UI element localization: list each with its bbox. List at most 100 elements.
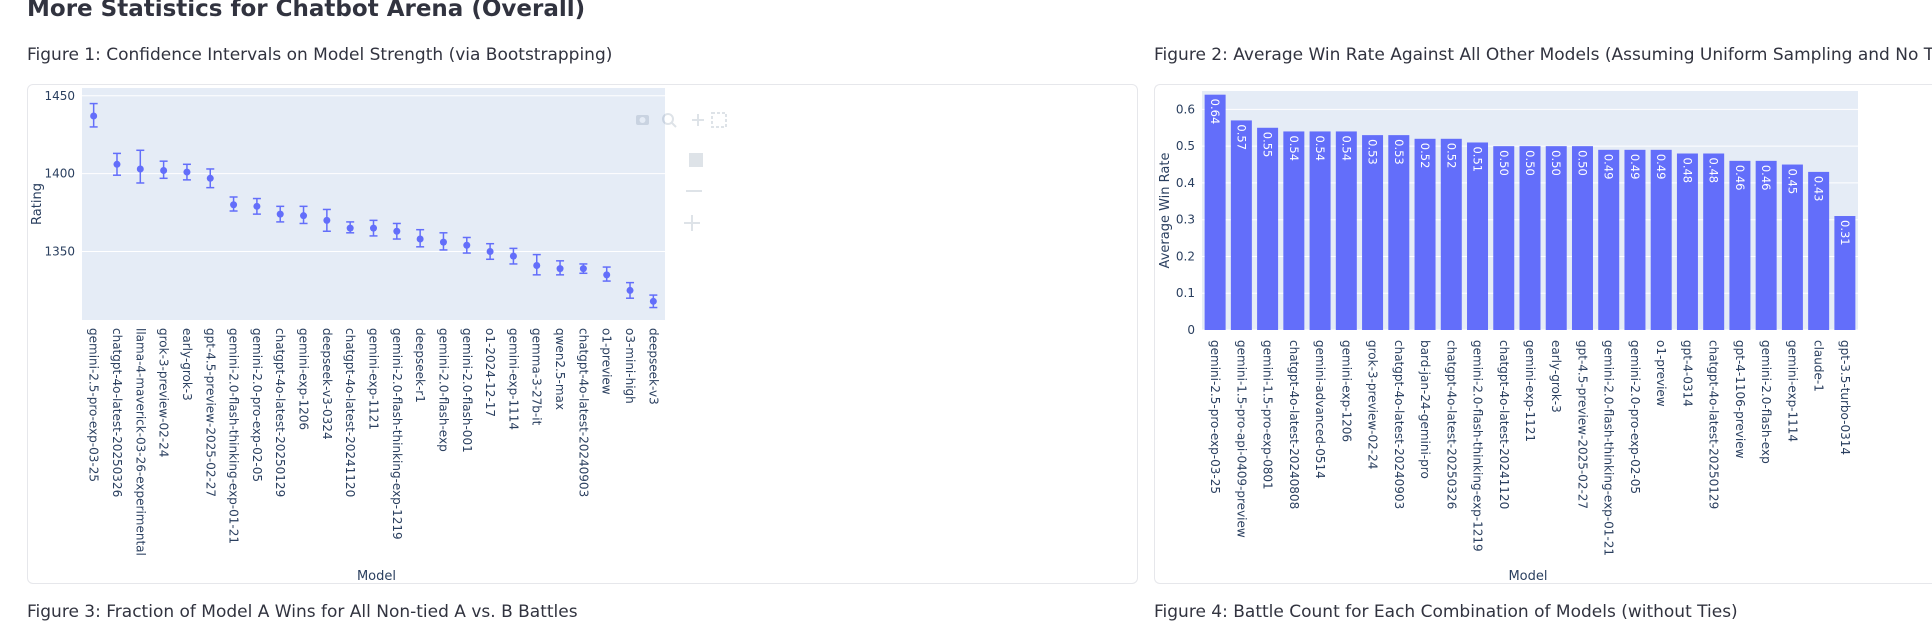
y-axis-title: Rating [30, 183, 45, 225]
x-tick-label: deepseek-v3 [646, 328, 660, 405]
bar-value-label: 0.50 [1523, 150, 1537, 176]
data-point[interactable] [136, 165, 144, 173]
bar[interactable] [1440, 138, 1462, 330]
bar-value-label: 0.57 [1234, 124, 1248, 150]
bar[interactable] [1650, 149, 1672, 330]
x-tick-label: gemini-2.0-flash-thinking-exp-01-21 [227, 328, 241, 544]
data-point[interactable] [533, 262, 541, 270]
x-tick-label: deepseek-v3-0324 [320, 328, 334, 440]
x-tick-label: o1-preview [600, 328, 614, 395]
data-point[interactable] [183, 168, 191, 176]
bar-value-label: 0.52 [1418, 143, 1432, 169]
bar-value-label: 0.46 [1733, 165, 1747, 191]
data-point[interactable] [649, 297, 657, 305]
data-point[interactable] [113, 160, 121, 168]
box-select-icon[interactable] [711, 112, 727, 128]
data-point[interactable] [90, 112, 98, 120]
data-point[interactable] [370, 224, 377, 232]
bar[interactable] [1230, 120, 1252, 330]
figure-3-title: Figure 3: Fraction of Model A Wins for A… [27, 602, 578, 622]
bar[interactable] [1388, 135, 1410, 330]
x-tick-label: grok-3-preview-02-24 [1366, 340, 1380, 469]
data-point[interactable] [160, 167, 168, 175]
bar[interactable] [1545, 146, 1567, 330]
camera-icon[interactable] [636, 115, 649, 125]
data-point[interactable] [439, 238, 447, 246]
bar-value-label: 0.53 [1366, 139, 1380, 165]
zoom-icon[interactable] [662, 113, 677, 128]
x-tick-label: gemini-exp-1206 [297, 328, 311, 430]
bar[interactable] [1283, 131, 1305, 330]
bar[interactable] [1781, 164, 1803, 330]
autoscale-icon[interactable] [684, 215, 700, 231]
bar-value-label: 0.53 [1392, 139, 1406, 165]
bar[interactable] [1204, 94, 1226, 330]
bar[interactable] [1808, 171, 1830, 330]
bar[interactable] [1703, 153, 1725, 330]
x-tick-label: gemma-3-27b-it [530, 328, 544, 426]
bar-value-label: 0.64 [1208, 99, 1222, 125]
x-tick-label: gemini-1.5-pro-exp-0801 [1261, 340, 1275, 490]
y-axis-title: Average Win Rate [1158, 153, 1173, 269]
bar-value-label: 0.51 [1471, 146, 1485, 172]
x-tick-label: o3-mini-high [623, 328, 637, 404]
bar-value-label: 0.46 [1759, 165, 1773, 191]
x-tick-label: gemini-1.5-pro-api-0409-preview [1234, 340, 1248, 538]
bar[interactable] [1519, 146, 1541, 330]
data-point[interactable] [463, 241, 471, 249]
figure-4-title: Figure 4: Battle Count for Each Combinat… [1154, 602, 1738, 622]
bar[interactable] [1257, 127, 1279, 330]
data-point[interactable] [323, 216, 331, 224]
bar[interactable] [1755, 160, 1777, 330]
bar-value-label: 0.31 [1838, 220, 1852, 246]
bar[interactable] [1571, 146, 1593, 330]
y-tick-label: 1400 [44, 167, 75, 181]
bar[interactable] [1624, 149, 1646, 330]
confidence-interval-chart[interactable]: 1350 1400 1450 gemini-2.5-pro-exp-03-25 chat… [28, 85, 1138, 583]
data-point[interactable] [206, 174, 214, 182]
data-point[interactable] [579, 265, 587, 273]
data-point[interactable] [230, 201, 238, 209]
data-point[interactable] [393, 227, 401, 235]
figure-2-title: Figure 2: Average Win Rate Against All O… [1154, 45, 1932, 65]
data-point[interactable] [253, 202, 261, 210]
x-tick-label: chatgpt-4o-latest-20250129 [1707, 340, 1721, 509]
bar-value-label: 0.54 [1339, 135, 1353, 161]
x-tick-label: chatgpt-4o-latest-20241120 [343, 328, 357, 497]
bar[interactable] [1834, 216, 1856, 330]
bar[interactable] [1335, 131, 1357, 330]
bar-value-label: 0.49 [1628, 154, 1642, 180]
bar[interactable] [1414, 138, 1436, 330]
bar-value-label: 0.50 [1575, 150, 1589, 176]
data-point[interactable] [486, 247, 494, 255]
x-axis-title: Model [1508, 569, 1547, 583]
data-point[interactable] [509, 252, 517, 260]
x-tick-label: gemini-exp-1121 [367, 328, 381, 430]
x-tick-label: grok-3-preview-02-24 [157, 328, 171, 457]
data-point[interactable] [603, 271, 611, 279]
bar[interactable] [1362, 135, 1384, 330]
bar[interactable] [1309, 131, 1331, 330]
bar[interactable] [1493, 146, 1515, 330]
x-tick-label: early-grok-3 [1549, 340, 1563, 413]
data-point[interactable] [556, 265, 564, 273]
data-point[interactable] [626, 286, 634, 294]
win-rate-bar-chart[interactable]: 0 0.1 0.2 0.3 0.4 0.5 0.6 0.64 gemini-2.5-pro-ex… [1155, 85, 1932, 583]
data-point[interactable] [416, 235, 424, 243]
chart-modebar[interactable] [634, 111, 729, 235]
x-tick-label: chatgpt-4o-latest-20241120 [1497, 340, 1511, 509]
data-point[interactable] [300, 212, 308, 220]
x-tick-label: gpt-4.5-preview-2025-02-27 [203, 328, 217, 497]
x-tick-label: gpt-4.5-preview-2025-02-27 [1575, 340, 1589, 509]
bar[interactable] [1467, 142, 1489, 330]
zoom-in-icon[interactable] [689, 153, 703, 167]
bar[interactable] [1598, 149, 1620, 330]
bar[interactable] [1676, 153, 1698, 330]
x-tick-label: gpt-4-1106-preview [1733, 340, 1747, 459]
data-point[interactable] [346, 224, 354, 232]
bar[interactable] [1729, 160, 1751, 330]
pan-icon[interactable] [692, 114, 704, 126]
y-tick-label: 0.4 [1176, 176, 1195, 190]
data-point[interactable] [276, 210, 284, 218]
x-tick-label: gemini-advanced-0514 [1313, 340, 1327, 479]
